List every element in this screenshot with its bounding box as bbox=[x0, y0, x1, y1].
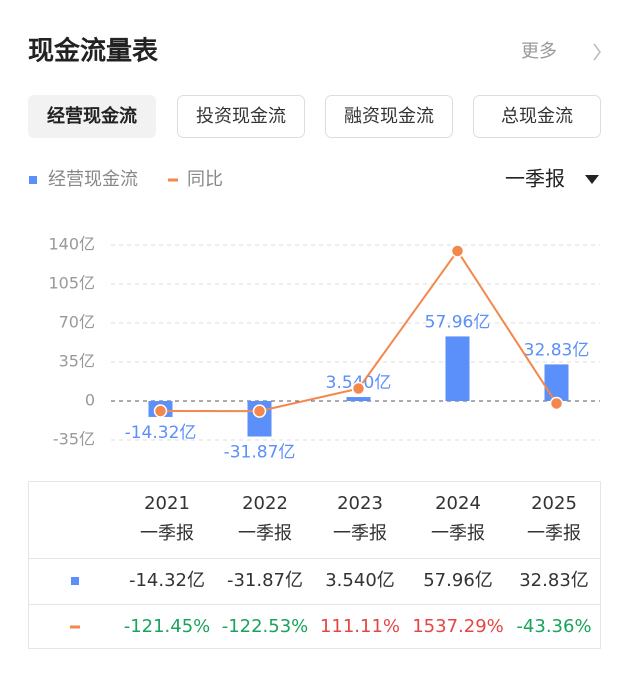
legend-label: 经营现金流 bbox=[48, 169, 138, 190]
table-yoy: -122.53% bbox=[222, 616, 309, 637]
tab[interactable]: 总现金流 bbox=[501, 106, 573, 127]
y-tick-label: -35亿 bbox=[53, 430, 95, 449]
chevron[interactable] bbox=[593, 43, 601, 61]
tab-bg[interactable] bbox=[28, 95, 156, 138]
dropdown-arrow[interactable] bbox=[585, 175, 599, 184]
tab[interactable]: 融资现金流 bbox=[344, 106, 434, 127]
table-yoy: 1537.29% bbox=[412, 616, 504, 637]
data-label: 57.96亿 bbox=[425, 312, 491, 332]
table-value: 32.83亿 bbox=[519, 570, 589, 591]
tab-bg[interactable] bbox=[473, 95, 601, 138]
table-period: 一季报 bbox=[527, 523, 581, 544]
table-value: 57.96亿 bbox=[423, 570, 493, 591]
page-title: 现金流量表 bbox=[28, 36, 159, 67]
tab-bg[interactable] bbox=[325, 95, 453, 138]
tab-bg[interactable] bbox=[177, 95, 305, 138]
bar bbox=[544, 364, 569, 401]
table-year: 2022 bbox=[242, 493, 288, 514]
data-label: -14.32亿 bbox=[125, 423, 197, 443]
data-label: -31.87亿 bbox=[224, 443, 296, 463]
table-yoy: -43.36% bbox=[516, 616, 591, 637]
line-point bbox=[450, 244, 465, 258]
y-tick-label: 70亿 bbox=[59, 313, 95, 332]
table-year: 2024 bbox=[435, 493, 481, 514]
table-period: 一季报 bbox=[333, 523, 387, 544]
table-year: 2025 bbox=[531, 493, 577, 514]
y-tick-label: 105亿 bbox=[48, 274, 95, 293]
table-year: 2021 bbox=[144, 493, 190, 514]
table-value: -31.87亿 bbox=[227, 570, 303, 591]
table-yoy: -121.45% bbox=[124, 616, 211, 637]
table-value: -14.32亿 bbox=[129, 570, 205, 591]
table-period: 一季报 bbox=[431, 523, 485, 544]
tab[interactable]: 经营现金流 bbox=[47, 105, 137, 127]
y-tick-label: 140亿 bbox=[48, 235, 95, 254]
period-dropdown[interactable]: 一季报 bbox=[505, 167, 565, 191]
y-tick-label: 35亿 bbox=[59, 352, 95, 371]
more-link[interactable]: 更多 bbox=[521, 41, 557, 62]
table-yoy: 111.11% bbox=[320, 616, 400, 637]
line-point bbox=[549, 396, 564, 411]
table-period: 一季报 bbox=[140, 523, 194, 544]
data-label: 32.83亿 bbox=[524, 340, 590, 360]
table-period: 一季报 bbox=[238, 523, 292, 544]
tab[interactable]: 投资现金流 bbox=[196, 106, 286, 127]
line-point bbox=[153, 404, 168, 418]
line-point bbox=[252, 404, 267, 418]
y-tick-label: 0 bbox=[85, 391, 95, 410]
bar bbox=[346, 397, 371, 401]
table-year: 2023 bbox=[337, 493, 383, 514]
bar bbox=[445, 336, 470, 401]
table-value: 3.540亿 bbox=[325, 570, 395, 591]
table-border bbox=[28, 481, 601, 649]
legend-swatch bbox=[29, 176, 37, 184]
legend-label: 同比 bbox=[187, 169, 223, 190]
line-point bbox=[351, 381, 366, 396]
row-marker bbox=[71, 577, 79, 585]
